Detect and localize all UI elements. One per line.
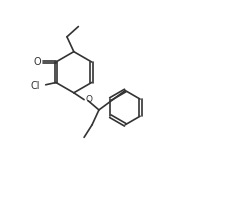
Text: O: O xyxy=(34,57,42,67)
Text: O: O xyxy=(85,95,92,104)
Text: Cl: Cl xyxy=(31,81,40,91)
